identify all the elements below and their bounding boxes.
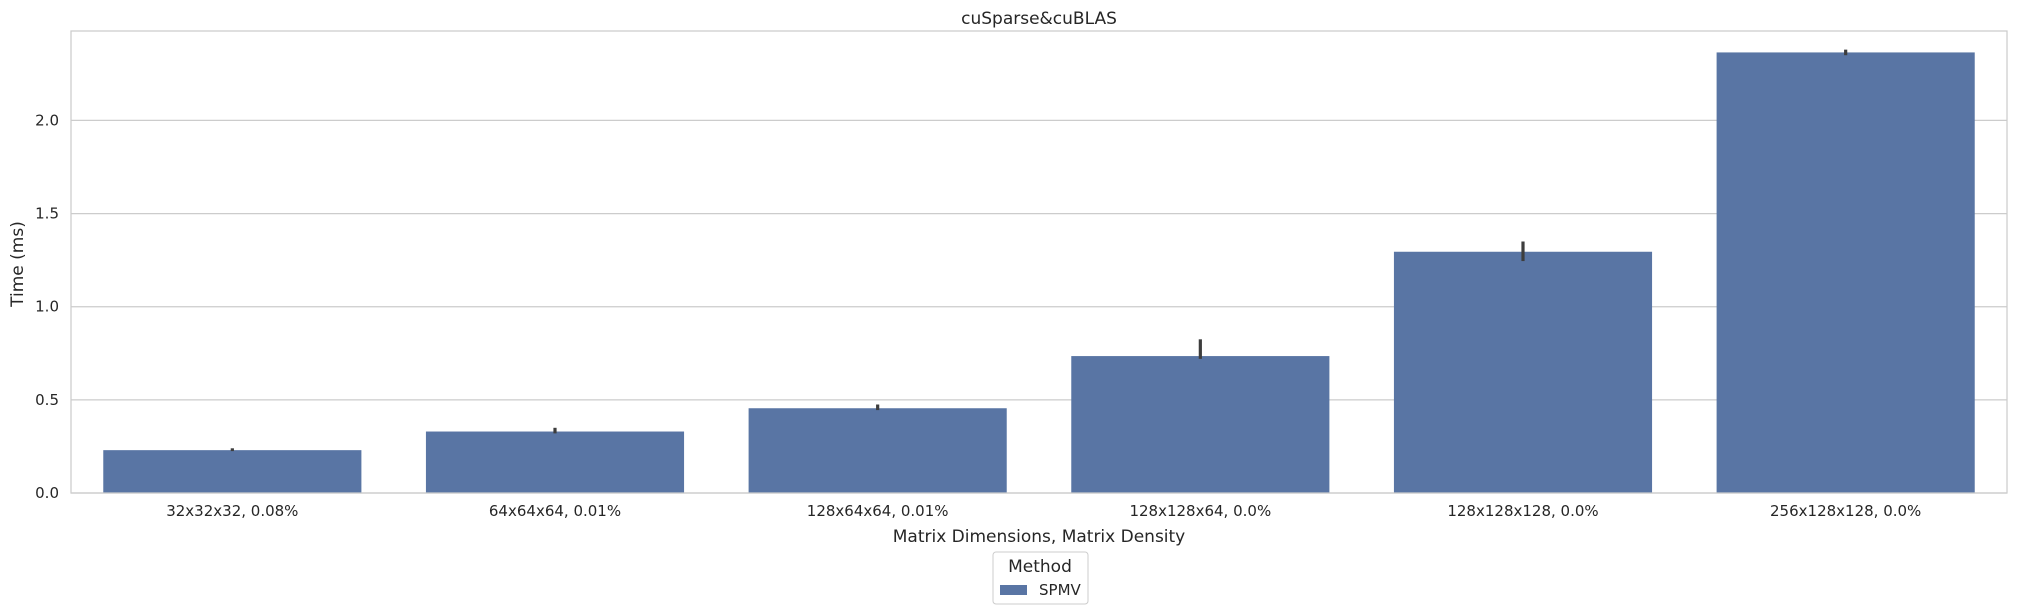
x-tick-label: 64x64x64, 0.01% bbox=[489, 502, 621, 520]
chart-title: cuSparse&cuBLAS bbox=[961, 9, 1117, 29]
x-tick-labels: 32x32x32, 0.08% 64x64x64, 0.01% 128x64x64,… bbox=[166, 502, 1921, 520]
bar bbox=[748, 408, 1007, 493]
y-tick-label: 2.0 bbox=[35, 111, 59, 129]
plot-background bbox=[71, 31, 2007, 493]
x-tick-label: 256x128x128, 0.0% bbox=[1770, 502, 1921, 520]
legend-swatch-spmv bbox=[1000, 585, 1027, 595]
plot-frame bbox=[70, 30, 2008, 494]
legend: Method SPMV bbox=[992, 551, 1089, 605]
y-tick-label: 1.5 bbox=[35, 205, 59, 223]
error-bars bbox=[230, 49, 1848, 452]
bar bbox=[1071, 356, 1330, 493]
x-tick-label: 128x128x64, 0.0% bbox=[1129, 502, 1271, 520]
legend-title: Method bbox=[1008, 557, 1072, 577]
bar bbox=[1716, 52, 1975, 493]
legend-label-spmv: SPMV bbox=[1039, 581, 1082, 599]
x-tick-label: 32x32x32, 0.08% bbox=[166, 502, 298, 520]
y-tick-label: 1.0 bbox=[35, 298, 59, 316]
bar bbox=[1393, 251, 1653, 493]
bars bbox=[103, 52, 1975, 493]
y-tick-label: 0.0 bbox=[35, 484, 59, 502]
y-tick-label: 0.5 bbox=[35, 391, 59, 409]
bar bbox=[103, 450, 362, 493]
x-tick-label: 128x128x128, 0.0% bbox=[1447, 502, 1598, 520]
bar bbox=[425, 431, 685, 493]
y-tick-labels: 0.0 0.5 1.0 1.5 2.0 bbox=[35, 111, 59, 502]
x-tick-label: 128x64x64, 0.01% bbox=[807, 502, 949, 520]
x-axis-label: Matrix Dimensions, Matrix Density bbox=[893, 527, 1186, 547]
y-axis-label: Time (ms) bbox=[8, 221, 28, 308]
